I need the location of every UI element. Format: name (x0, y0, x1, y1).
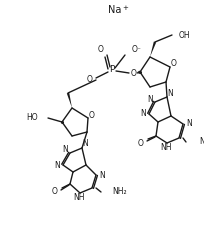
Text: +: + (121, 5, 127, 11)
Text: NH₂: NH₂ (198, 137, 204, 146)
Text: O⁻: O⁻ (131, 46, 141, 55)
Text: N: N (62, 146, 68, 155)
Text: N: N (146, 94, 152, 103)
Text: OH: OH (178, 30, 190, 40)
Text: N: N (166, 88, 172, 97)
Text: O: O (170, 60, 176, 69)
Text: N: N (99, 170, 104, 179)
Text: N: N (82, 140, 88, 149)
Text: NH₂: NH₂ (111, 188, 126, 197)
Text: NH: NH (73, 194, 84, 203)
Text: N: N (140, 109, 145, 119)
Text: P: P (109, 66, 114, 75)
Text: N: N (185, 119, 191, 128)
Text: N: N (54, 161, 60, 170)
Text: NH: NH (160, 143, 171, 152)
Text: O: O (137, 140, 143, 149)
Text: HO: HO (26, 113, 38, 122)
Polygon shape (67, 93, 72, 108)
Text: Na: Na (108, 5, 121, 15)
Text: O: O (87, 75, 92, 83)
Text: O: O (130, 70, 136, 79)
Text: O: O (98, 45, 103, 54)
Polygon shape (149, 42, 155, 57)
Text: O: O (89, 110, 94, 119)
Text: O: O (52, 188, 58, 197)
